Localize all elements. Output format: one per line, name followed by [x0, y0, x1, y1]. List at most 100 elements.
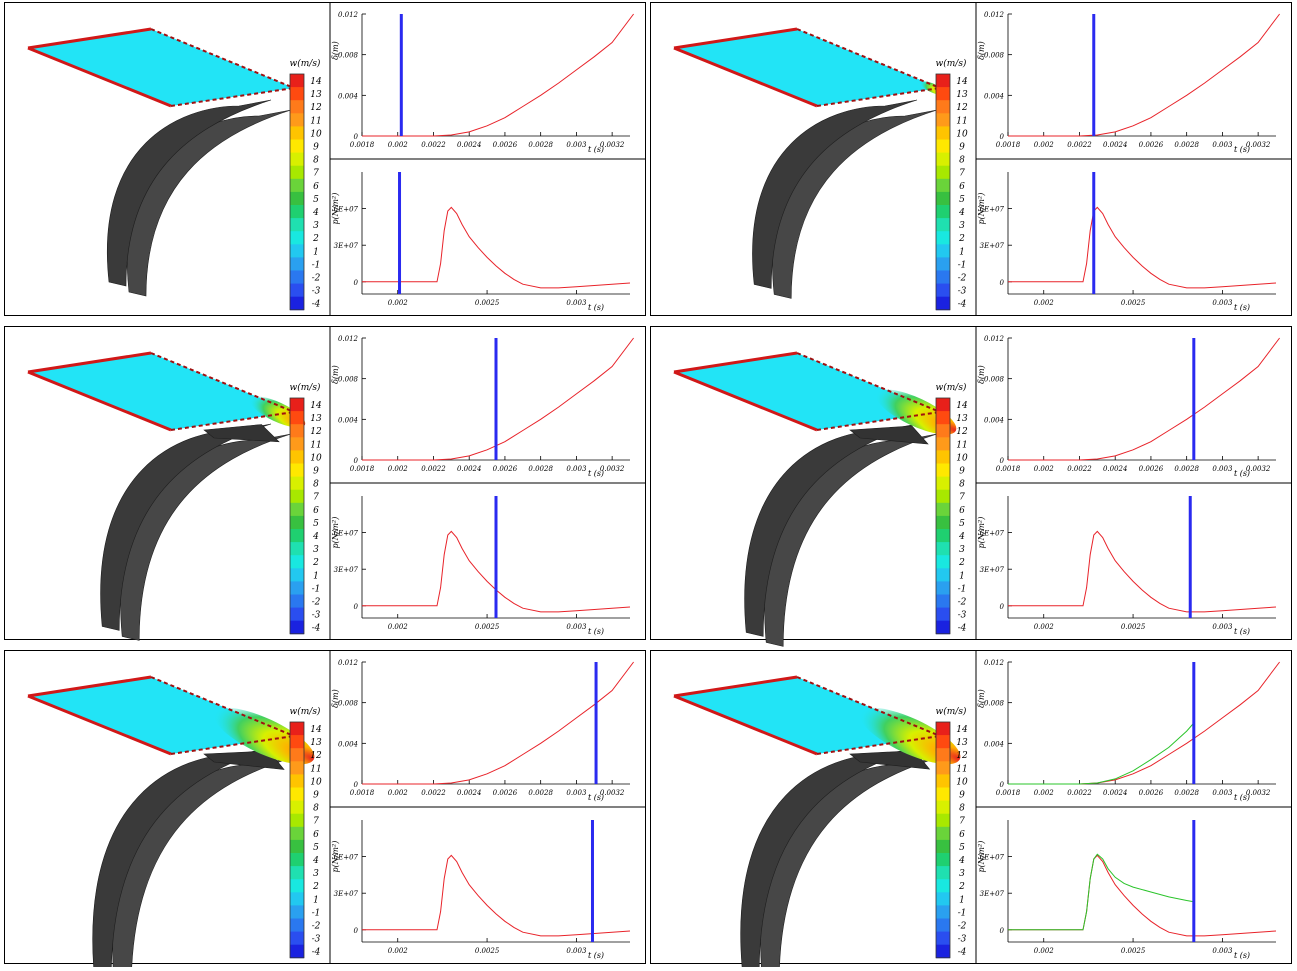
y-tick-label: 0.012 [338, 659, 359, 667]
colorbar-swatch [290, 542, 304, 556]
colorbar-swatch [936, 555, 950, 569]
colorbar-swatch [936, 607, 950, 622]
colorbar-tick-label: 1 [313, 247, 319, 257]
colorbar-tick-label: 8 [959, 804, 965, 814]
colorbar-swatch [290, 244, 304, 258]
chart-4-pressure: 0 3E+07 6E+07 0.002 0.0025 0.003 p(N/m²) t (s) [977, 496, 1277, 636]
x-tick-label: 0.002 [1034, 299, 1055, 307]
y-tick-label: 3E+07 [334, 242, 359, 250]
x-tick-label: 0.0032 [600, 141, 625, 149]
colorbar-swatch [936, 489, 950, 504]
colorbar-swatch [936, 113, 950, 127]
colorbar-tick-label: 9 [959, 791, 965, 801]
panel-5: w(m/s)1413121110987654321-1-2-3-400.0040… [4, 650, 646, 971]
colorbar-swatch [936, 944, 950, 959]
plate-surface [28, 353, 294, 430]
colorbar-swatch [290, 87, 304, 101]
x-axis-label: t (s) [588, 145, 604, 154]
colorbar-swatch [290, 100, 304, 114]
y-tick-label: 6E+07 [334, 530, 359, 538]
colorbar-tick-label: 12 [956, 427, 968, 437]
x-tick-label: 0.0032 [1246, 789, 1271, 797]
plate-surface [28, 29, 294, 106]
y-tick-label: 0 [354, 133, 359, 141]
colorbar-swatch [290, 178, 304, 193]
y-tick-label: 6E+07 [334, 206, 359, 214]
x-tick-label: 0.003 [566, 465, 587, 473]
x-tick-label: 0.002 [388, 465, 409, 473]
plate-edge [673, 46, 818, 108]
x-tick-label: 0.0018 [996, 789, 1021, 797]
colorbar-swatch [936, 594, 950, 608]
y-axis-label: δ(m) [977, 41, 986, 60]
colorbar-tick-label: 2 [312, 882, 319, 892]
colorbar-swatch [936, 774, 950, 788]
colorbar-swatch [936, 735, 950, 749]
colorbar-tick-label: 6 [959, 182, 965, 192]
plate-surface [674, 29, 940, 106]
colorbar-tick-label: -2 [958, 598, 967, 608]
colorbar-swatch [290, 283, 304, 298]
series-line [1008, 530, 1277, 613]
colorbar-2: w(m/s) 14 13 12 11 10 9 8 7 6 5 4 3 2 1 -1 -2 -3 -4 [936, 58, 968, 311]
chart-6-pressure: 0 3E+07 6E+07 0.002 0.0025 0.003 p(N/m²) t (s) [977, 820, 1277, 960]
colorbar-tick-label: 1 [313, 895, 319, 905]
y-tick-label: 0.004 [984, 740, 1004, 748]
colorbar-swatch [290, 918, 304, 932]
colorbar-swatch [290, 476, 304, 491]
plate-edge [673, 675, 798, 698]
plate-edge-dashed [150, 28, 295, 89]
x-axis-label: t (s) [588, 951, 604, 960]
colorbar-swatch [936, 74, 950, 88]
y-tick-label: 0.008 [338, 700, 359, 708]
colorbar-tick-label: 7 [959, 817, 965, 827]
x-tick-label: 0.0024 [1103, 141, 1128, 149]
y-tick-label: 6E+07 [980, 854, 1005, 862]
plate-edge-dashed [796, 28, 941, 89]
colorbar-swatch [290, 931, 304, 946]
plate-surface [28, 677, 294, 754]
plate-surface [674, 677, 940, 754]
colorbar-swatch [290, 424, 304, 438]
colorbar-tick-label: 10 [310, 777, 322, 787]
plate-edge [27, 46, 172, 108]
colorbar-swatch [290, 152, 304, 167]
colorbar-swatch [936, 270, 950, 284]
colorbar-tick-label: 5 [313, 843, 319, 853]
x-tick-label: 0.0018 [996, 141, 1021, 149]
panel-2: w(m/s)1413121110987654321-1-2-3-400.0040… [650, 2, 1292, 316]
colorbar-tick-label: 4 [312, 208, 319, 218]
colorbar-swatch [936, 283, 950, 298]
panel-4: w(m/s)1413121110987654321-1-2-3-400.0040… [650, 326, 1292, 647]
colorbar-tick-label: -3 [958, 935, 967, 945]
chart-6-deflection: 0 0.004 0.008 0.012 0.0018 0.002 0.0022 0.0024 0… [977, 659, 1280, 802]
x-tick-label: 0.0018 [350, 465, 375, 473]
colorbar-tick-label: 10 [310, 129, 322, 139]
colorbar-swatch [936, 296, 950, 311]
sheet-tail [849, 750, 931, 770]
colorbar-swatch [936, 218, 950, 232]
y-tick-label: 0 [1000, 457, 1005, 465]
x-tick-label: 0.002 [1034, 623, 1055, 631]
colorbar-tick-label: -3 [312, 287, 321, 297]
x-axis-label: t (s) [588, 469, 604, 478]
chart-1-pressure: 0 3E+07 6E+07 0.002 0.0025 0.003 p(N/m²) t (s) [331, 172, 631, 312]
colorbar-tick-label: 6 [313, 830, 319, 840]
x-tick-label: 0.002 [388, 623, 409, 631]
colorbar-tick-label: 8 [959, 156, 965, 166]
x-tick-label: 0.003 [566, 299, 587, 307]
y-tick-label: 3E+07 [980, 566, 1005, 574]
y-axis-label: p(N/m²) [331, 841, 340, 873]
colorbar-swatch [290, 826, 304, 841]
x-tick-label: 0.0026 [1139, 465, 1164, 473]
colorbar-title: w(m/s) [936, 706, 967, 717]
x-tick-label: 0.003 [1212, 789, 1233, 797]
series-line [1008, 722, 1195, 785]
colorbar-frame [289, 397, 305, 635]
y-tick-label: 0.012 [338, 11, 359, 19]
x-tick-label: 0.0024 [457, 465, 482, 473]
colorbar-tick-label: 4 [958, 532, 965, 542]
colorbar-5: w(m/s) 14 13 12 11 10 9 8 7 6 5 4 3 2 1 -1 -2 -3 -4 [290, 706, 322, 959]
colorbar-tick-label: -4 [312, 624, 321, 634]
